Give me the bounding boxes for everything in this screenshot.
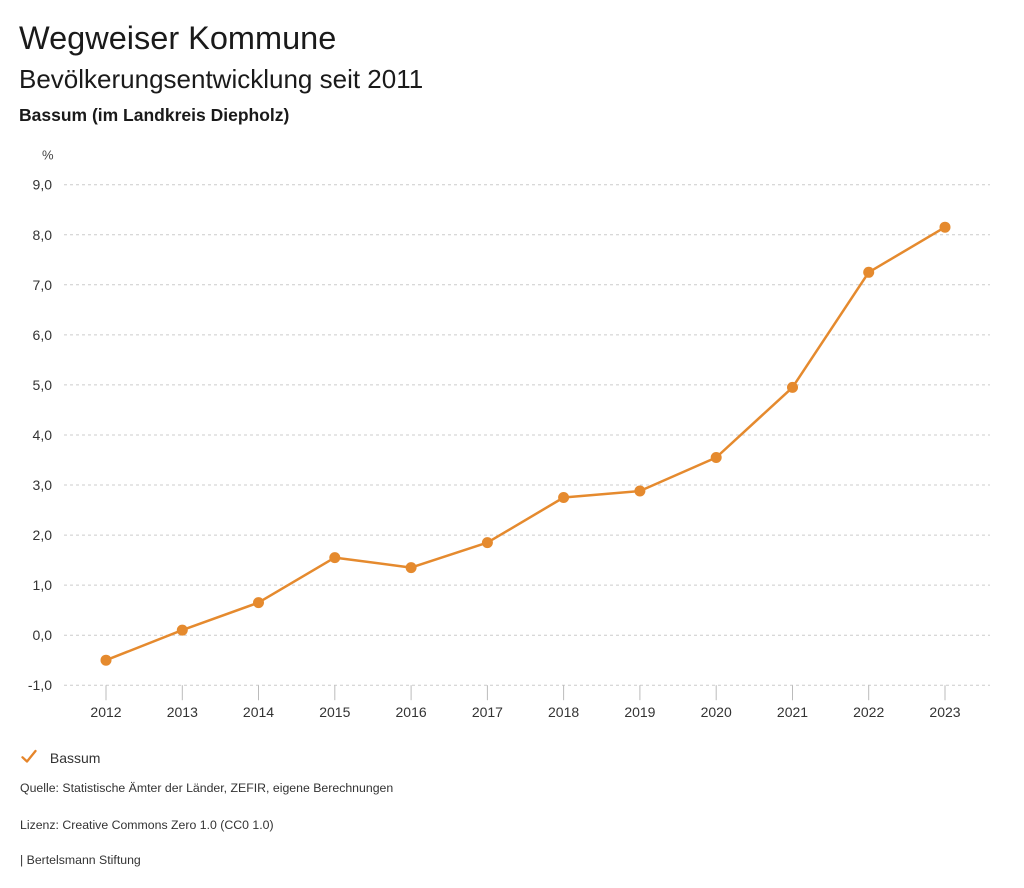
svg-text:2020: 2020: [701, 704, 732, 720]
svg-text:2019: 2019: [624, 704, 655, 720]
svg-text:2017: 2017: [472, 704, 503, 720]
svg-text:3,0: 3,0: [33, 477, 53, 493]
svg-text:2012: 2012: [90, 704, 121, 720]
svg-text:2015: 2015: [319, 704, 350, 720]
svg-text:2018: 2018: [548, 704, 579, 720]
svg-text:2023: 2023: [929, 704, 960, 720]
svg-text:5,0: 5,0: [33, 377, 53, 393]
svg-text:-1,0: -1,0: [28, 677, 52, 693]
svg-text:6,0: 6,0: [33, 327, 53, 343]
svg-text:%: %: [42, 150, 54, 163]
svg-text:0,0: 0,0: [33, 627, 53, 643]
svg-text:2013: 2013: [167, 704, 198, 720]
svg-text:2021: 2021: [777, 704, 808, 720]
svg-text:2022: 2022: [853, 704, 884, 720]
svg-text:4,0: 4,0: [33, 427, 53, 443]
svg-text:1,0: 1,0: [33, 577, 53, 593]
svg-text:2,0: 2,0: [33, 527, 53, 543]
svg-text:9,0: 9,0: [33, 177, 53, 193]
svg-text:7,0: 7,0: [33, 277, 53, 293]
svg-text:8,0: 8,0: [33, 227, 53, 243]
svg-text:2014: 2014: [243, 704, 274, 720]
svg-text:2016: 2016: [396, 704, 427, 720]
